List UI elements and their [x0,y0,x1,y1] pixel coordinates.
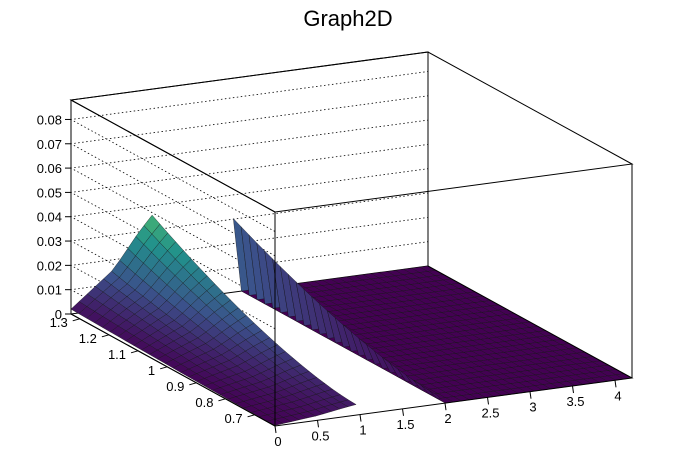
z-tick-label: 0.01 [37,283,62,298]
y-tick-label: 1 [148,363,155,378]
y-tick-label: 0.8 [195,395,213,410]
surface-cell [339,399,357,407]
chart-title: Graph2D [303,6,392,31]
y-tick-mark [189,382,197,386]
y-tick-label: 1.1 [108,347,126,362]
y-tick-mark [247,414,255,418]
top-frame [69,51,634,213]
axis-ticks: 0 0.5 1 1.5 2 2.5 3 3.5 40.70.80.911.11.21.300.0… [37,112,622,449]
z-tick-label: 0.03 [37,234,62,249]
x-tick-label: 0 [274,434,281,449]
x-tick-mark [529,391,532,399]
x-tick-mark [274,425,277,434]
x-tick-mark [359,414,362,422]
z-gridline [69,71,429,232]
y-tick-label: 1.3 [50,315,68,330]
x-tick-mark [614,380,617,388]
floor-edges [70,265,634,427]
x-tick-mark [402,408,404,416]
z-tick-label: 0.08 [37,112,62,127]
x-tick-mark [487,397,489,405]
x-tick-mark [317,420,319,428]
x-tick-label: 0.5 [311,428,329,443]
z-tick-label: 0.02 [37,258,62,273]
z-tick-label: 0.06 [37,161,62,176]
z-tick-label: 0 [55,307,62,322]
y-tick-mark [101,334,110,338]
z-tick-label: 0.05 [37,185,62,200]
x-tick-label: 4 [614,388,621,403]
surface-plot [70,214,633,426]
y-tick-label: 0.7 [225,411,243,426]
x-tick-label: 2.5 [481,405,499,420]
y-tick-label: 1.2 [79,331,97,346]
y-tick-mark [72,318,80,322]
front-box-edges [69,51,634,427]
y-tick-label: 0.9 [166,379,184,394]
z-gridline [69,95,429,257]
x-tick-mark [572,385,574,394]
x-tick-label: 1.5 [396,417,414,432]
x-tick-label: 3 [529,400,536,415]
z-tick-label: 0.04 [37,210,62,225]
y-tick-mark [218,398,226,402]
z-tick-label: 0.07 [37,137,62,152]
x-tick-label: 2 [444,411,451,426]
x-tick-label: 3.5 [566,394,584,409]
x-tick-mark [444,403,447,411]
y-tick-mark [160,366,168,370]
y-tick-mark [130,350,139,354]
x-tick-label: 1 [359,423,366,438]
